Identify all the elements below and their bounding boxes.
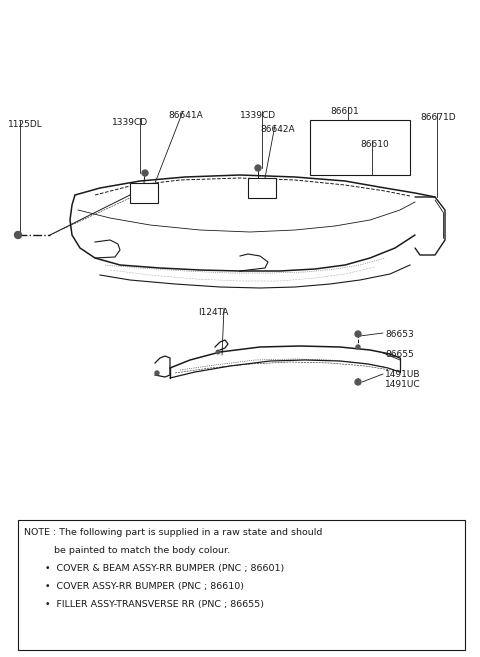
Text: 86653: 86653 — [385, 330, 414, 339]
Text: 86641A: 86641A — [168, 111, 203, 120]
Text: •  FILLER ASSY-TRANSVERSE RR (PNC ; 86655): • FILLER ASSY-TRANSVERSE RR (PNC ; 86655… — [24, 600, 264, 609]
Circle shape — [355, 379, 361, 385]
Text: 1491UB: 1491UB — [385, 370, 420, 379]
Bar — [18, 520, 465, 650]
Bar — [248, 178, 276, 198]
Circle shape — [14, 231, 22, 238]
Circle shape — [216, 350, 220, 354]
Circle shape — [356, 345, 360, 349]
Text: 1339CD: 1339CD — [240, 111, 276, 120]
Text: 1339CD: 1339CD — [112, 118, 148, 127]
Text: 86671D: 86671D — [420, 113, 456, 122]
Text: 86610: 86610 — [360, 140, 389, 149]
Text: be painted to match the body colour.: be painted to match the body colour. — [24, 546, 230, 555]
Text: 1491UC: 1491UC — [385, 380, 420, 389]
Bar — [130, 183, 158, 203]
Text: 1125DL: 1125DL — [8, 120, 43, 129]
Circle shape — [255, 165, 261, 171]
Text: 86601: 86601 — [330, 107, 359, 116]
Circle shape — [142, 170, 148, 176]
Text: 86642A: 86642A — [260, 125, 295, 134]
Text: •  COVER & BEAM ASSY-RR BUMPER (PNC ; 86601): • COVER & BEAM ASSY-RR BUMPER (PNC ; 866… — [24, 564, 284, 573]
Circle shape — [155, 371, 159, 375]
Text: NOTE : The following part is supplied in a raw state and should: NOTE : The following part is supplied in… — [24, 528, 323, 537]
Bar — [310, 120, 410, 175]
Text: I124TA: I124TA — [198, 308, 228, 317]
Text: •  COVER ASSY-RR BUMPER (PNC ; 86610): • COVER ASSY-RR BUMPER (PNC ; 86610) — [24, 582, 244, 591]
Text: 86655: 86655 — [385, 350, 414, 359]
Circle shape — [355, 331, 361, 337]
